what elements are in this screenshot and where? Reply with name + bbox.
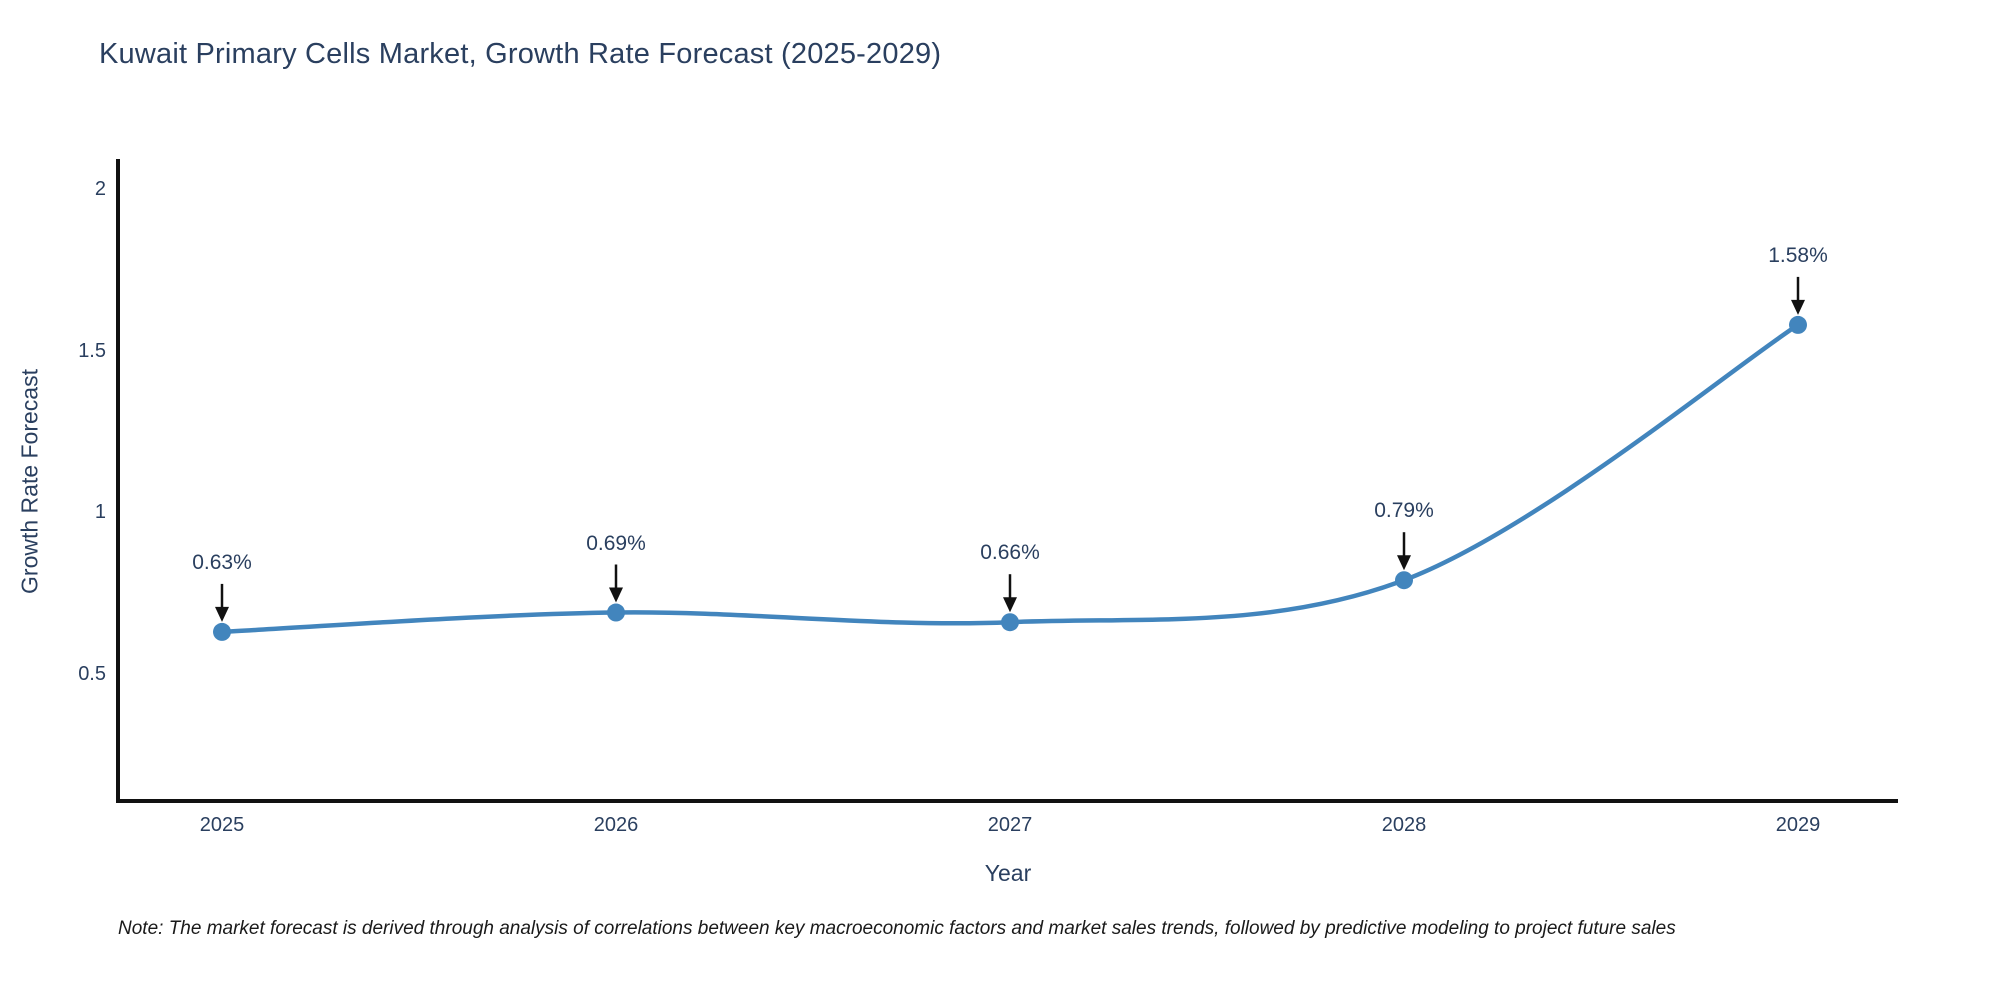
data-point-marker — [1395, 571, 1413, 590]
annotation-arrowhead-icon — [215, 606, 229, 622]
annotation-arrowhead-icon — [1003, 597, 1017, 613]
series-layer — [213, 315, 1807, 641]
y-tick-label: 0.5 — [78, 662, 106, 685]
x-tick-label: 2029 — [1775, 814, 1821, 836]
annotation-arrow-layer — [215, 276, 1805, 622]
footnote: Note: The market forecast is derived thr… — [118, 918, 1676, 939]
x-tick-label: 2025 — [199, 814, 245, 836]
data-point-value-label: 0.63% — [192, 550, 252, 574]
data-point-marker — [1789, 315, 1807, 334]
data-point-marker — [213, 622, 231, 641]
data-point-marker — [607, 603, 625, 622]
y-tick-label: 1.5 — [78, 339, 106, 362]
data-point-value-label: 1.58% — [1768, 243, 1828, 267]
data-point-value-label: 0.69% — [586, 531, 646, 555]
data-point-marker — [1001, 613, 1019, 632]
annotation-arrowhead-icon — [1791, 299, 1805, 315]
x-axis-title: Year — [984, 860, 1032, 886]
annotation-arrowhead-icon — [609, 587, 623, 603]
y-tick-label: 1 — [94, 501, 106, 524]
x-tick-label: 2028 — [1381, 814, 1427, 836]
data-point-value-label: 0.66% — [980, 541, 1040, 565]
forecast-spline-line — [221, 323, 1800, 635]
data-point-value-label: 0.79% — [1374, 499, 1434, 523]
y-axis-title: Growth Rate Forecast — [16, 369, 43, 594]
x-tick-label: 2026 — [593, 814, 639, 836]
x-tick-label: 2027 — [987, 814, 1033, 836]
y-tick-label: 2 — [94, 178, 106, 201]
annotation-arrowhead-icon — [1397, 555, 1411, 571]
chart-title: Kuwait Primary Cells Market, Growth Rate… — [99, 38, 942, 70]
